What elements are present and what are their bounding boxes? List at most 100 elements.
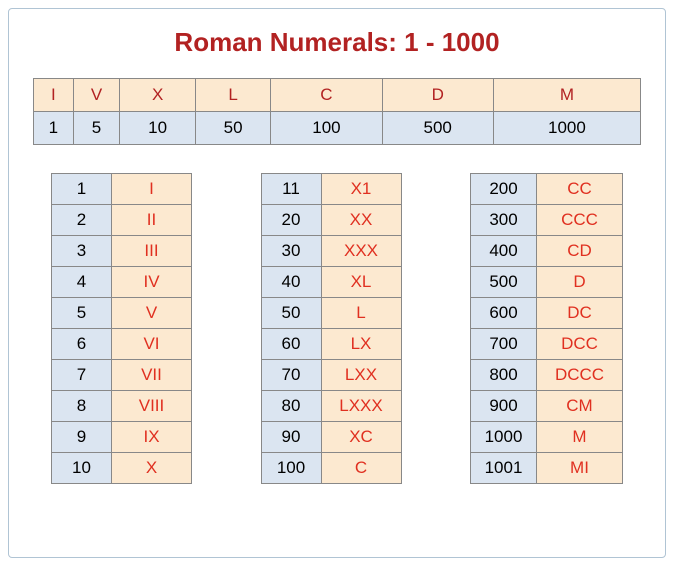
symbol-cell: I: [34, 79, 74, 112]
table-row: 900CM: [471, 391, 623, 422]
roman-cell: III: [112, 236, 192, 267]
roman-cell: XXX: [321, 236, 401, 267]
table-row: 500D: [471, 267, 623, 298]
table-row: 9IX: [52, 422, 192, 453]
roman-cell: VII: [112, 360, 192, 391]
number-cell: 60: [261, 329, 321, 360]
roman-cell: I: [112, 174, 192, 205]
main-container: Roman Numerals: 1 - 1000 I V X L C D M 1…: [8, 8, 666, 558]
number-cell: 800: [471, 360, 537, 391]
number-cell: 9: [52, 422, 112, 453]
roman-cell: L: [321, 298, 401, 329]
number-cell: 4: [52, 267, 112, 298]
table-row: 60LX: [261, 329, 401, 360]
number-cell: 600: [471, 298, 537, 329]
roman-cell: II: [112, 205, 192, 236]
roman-cell: CCC: [537, 205, 623, 236]
table-row: 400CD: [471, 236, 623, 267]
table-row: 30XXX: [261, 236, 401, 267]
table-row: 100C: [261, 453, 401, 484]
table-row: 3III: [52, 236, 192, 267]
symbol-cell: V: [73, 79, 120, 112]
table-row: 11X1: [261, 174, 401, 205]
symbols-table: I V X L C D M 1 5 10 50 100 500 1000: [33, 78, 641, 145]
table-row: 50L: [261, 298, 401, 329]
roman-cell: LXX: [321, 360, 401, 391]
roman-cell: C: [321, 453, 401, 484]
value-cell: 1: [34, 112, 74, 145]
symbol-cell: M: [493, 79, 640, 112]
roman-cell: XL: [321, 267, 401, 298]
value-cell: 100: [271, 112, 382, 145]
roman-cell: X1: [321, 174, 401, 205]
number-cell: 90: [261, 422, 321, 453]
value-cell: 10: [120, 112, 195, 145]
roman-cell: CD: [537, 236, 623, 267]
roman-cell: IX: [112, 422, 192, 453]
table-row: 7VII: [52, 360, 192, 391]
number-cell: 200: [471, 174, 537, 205]
symbol-cell: L: [195, 79, 270, 112]
roman-cell: DCC: [537, 329, 623, 360]
number-cell: 500: [471, 267, 537, 298]
table-row: 40XL: [261, 267, 401, 298]
number-cell: 10: [52, 453, 112, 484]
number-cell: 30: [261, 236, 321, 267]
table-row: 5V: [52, 298, 192, 329]
roman-cell: M: [537, 422, 623, 453]
table-row: 600DC: [471, 298, 623, 329]
values-row: 1 5 10 50 100 500 1000: [34, 112, 641, 145]
table-row: 700DCC: [471, 329, 623, 360]
roman-cell: XX: [321, 205, 401, 236]
symbol-cell: D: [382, 79, 493, 112]
table-row: 1000M: [471, 422, 623, 453]
number-cell: 5: [52, 298, 112, 329]
roman-cell: D: [537, 267, 623, 298]
roman-cell: CM: [537, 391, 623, 422]
number-cell: 7: [52, 360, 112, 391]
number-cell: 2: [52, 205, 112, 236]
number-cell: 70: [261, 360, 321, 391]
roman-cell: LX: [321, 329, 401, 360]
table-row: 1001MI: [471, 453, 623, 484]
roman-cell: V: [112, 298, 192, 329]
number-cell: 8: [52, 391, 112, 422]
value-cell: 5: [73, 112, 120, 145]
roman-cell: DCCC: [537, 360, 623, 391]
value-cell: 1000: [493, 112, 640, 145]
table-row: 200CC: [471, 174, 623, 205]
roman-cell: IV: [112, 267, 192, 298]
table-200-1001: 200CC 300CCC 400CD 500D 600DC 700DCC 800…: [470, 173, 623, 484]
symbols-row: I V X L C D M: [34, 79, 641, 112]
table-1-10: 1I 2II 3III 4IV 5V 6VI 7VII 8VIII 9IX 10…: [51, 173, 192, 484]
table-row: 20XX: [261, 205, 401, 236]
number-cell: 6: [52, 329, 112, 360]
number-cell: 1000: [471, 422, 537, 453]
table-row: 10X: [52, 453, 192, 484]
table-row: 300CCC: [471, 205, 623, 236]
roman-cell: MI: [537, 453, 623, 484]
table-row: 6VI: [52, 329, 192, 360]
number-cell: 300: [471, 205, 537, 236]
number-cell: 50: [261, 298, 321, 329]
roman-cell: DC: [537, 298, 623, 329]
symbol-cell: C: [271, 79, 382, 112]
roman-cell: LXXX: [321, 391, 401, 422]
table-row: 4IV: [52, 267, 192, 298]
table-row: 80LXXX: [261, 391, 401, 422]
number-cell: 20: [261, 205, 321, 236]
number-cell: 100: [261, 453, 321, 484]
number-cell: 400: [471, 236, 537, 267]
table-row: 1I: [52, 174, 192, 205]
number-cell: 3: [52, 236, 112, 267]
table-11-100: 11X1 20XX 30XXX 40XL 50L 60LX 70LXX 80LX…: [261, 173, 402, 484]
roman-cell: X: [112, 453, 192, 484]
table-row: 70LXX: [261, 360, 401, 391]
number-cell: 700: [471, 329, 537, 360]
number-cell: 1001: [471, 453, 537, 484]
number-cell: 11: [261, 174, 321, 205]
value-cell: 500: [382, 112, 493, 145]
number-cell: 40: [261, 267, 321, 298]
value-cell: 50: [195, 112, 270, 145]
page-title: Roman Numerals: 1 - 1000: [33, 27, 641, 58]
